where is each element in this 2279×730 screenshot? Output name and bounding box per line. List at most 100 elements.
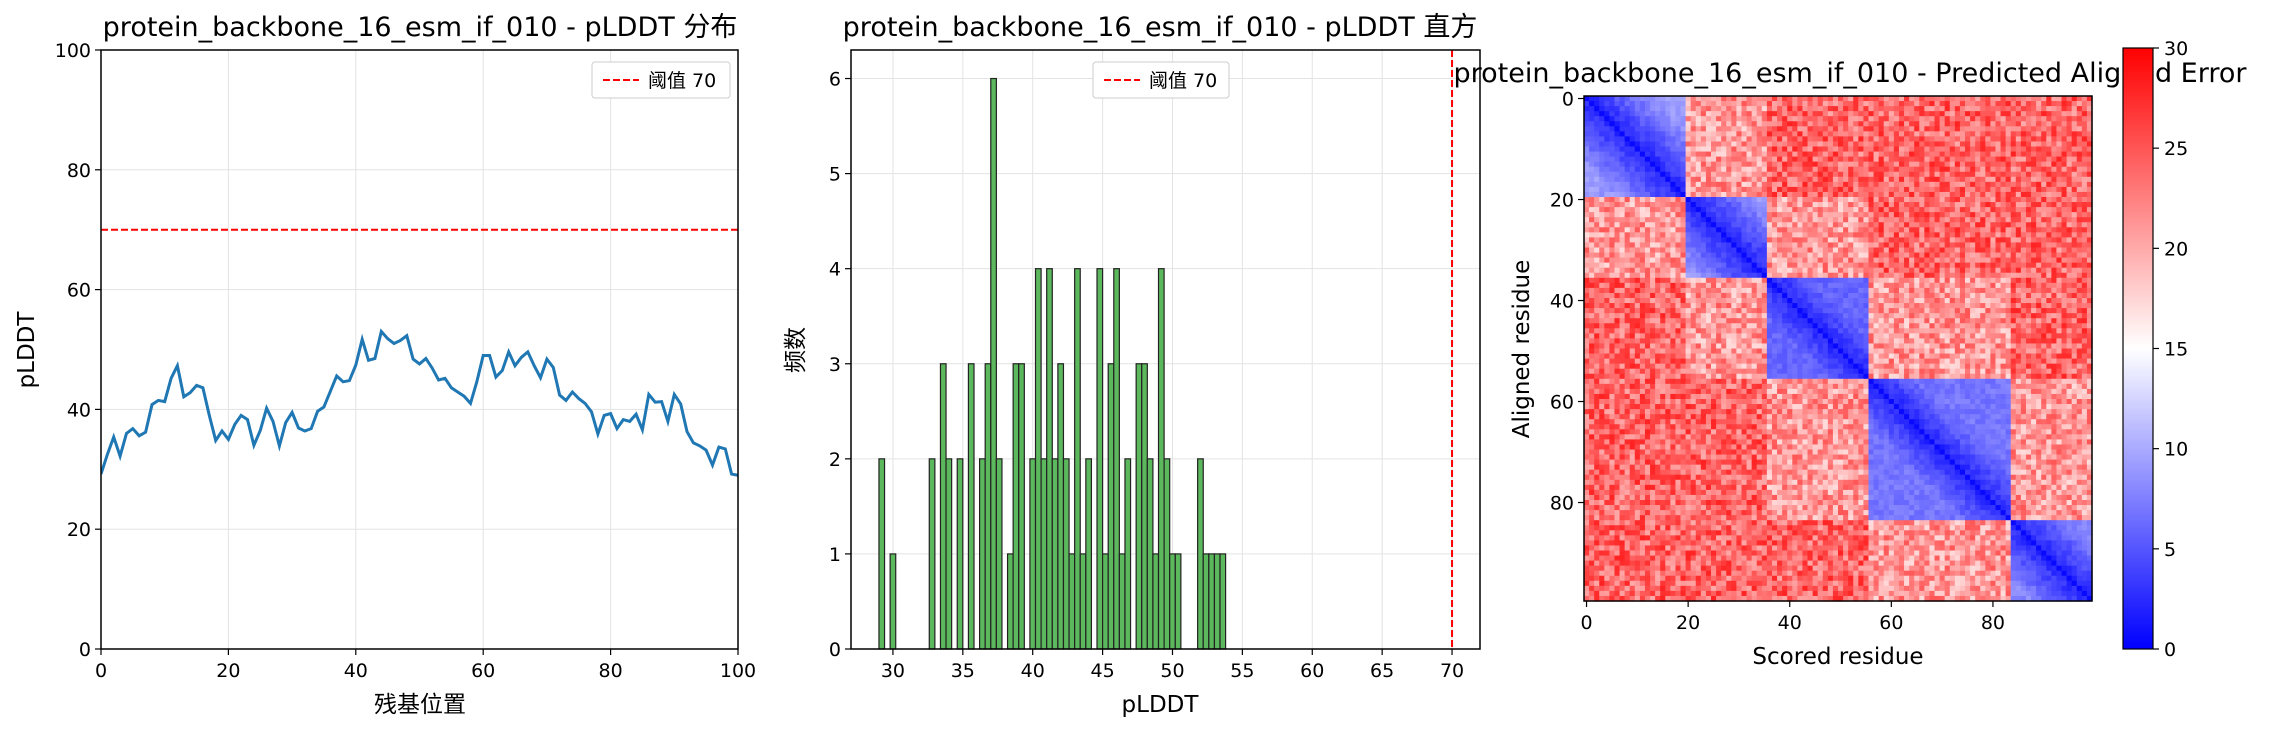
c3-cell bbox=[1827, 252, 1834, 259]
c3-cell bbox=[2086, 197, 2093, 203]
c3-cell bbox=[1700, 156, 1707, 163]
c3-cell bbox=[1848, 237, 1854, 244]
c3-cell bbox=[1878, 186, 1885, 193]
c3-cell bbox=[2056, 197, 2063, 203]
c3-cell bbox=[1939, 136, 1946, 143]
c3-cell bbox=[1812, 242, 1819, 249]
c3-cell bbox=[1589, 131, 1595, 137]
c3-cell bbox=[1690, 136, 1697, 143]
c3-cell bbox=[2051, 111, 2058, 117]
c3-cell bbox=[1619, 181, 1626, 188]
c3-cell bbox=[2041, 116, 2047, 122]
c3-cell bbox=[1832, 191, 1839, 198]
c3-cell bbox=[1888, 308, 1895, 314]
c3-cell bbox=[1756, 237, 1763, 244]
c3-cell bbox=[1690, 171, 1697, 178]
c3-cell bbox=[1812, 131, 1819, 137]
c2-ytick-label: 0 bbox=[829, 639, 841, 661]
c3-cell bbox=[1705, 308, 1712, 314]
c3-cell bbox=[1716, 146, 1722, 153]
c3-cell bbox=[2041, 272, 2047, 279]
c3-cell bbox=[1711, 262, 1717, 269]
c1-title: protein_backbone_16_esm_if_010 - pLDDT 分… bbox=[103, 12, 738, 43]
c3-cell bbox=[1629, 181, 1636, 188]
c3-cell bbox=[1812, 106, 1819, 112]
c3-cell bbox=[2005, 257, 2012, 264]
c3-cell bbox=[1594, 252, 1600, 259]
c3-cell bbox=[1919, 171, 1925, 178]
c3-cell bbox=[1919, 151, 1925, 158]
c3-cell bbox=[1614, 207, 1621, 213]
c3-cell bbox=[1904, 267, 1910, 274]
c3-cell bbox=[1680, 227, 1687, 233]
c2-bar bbox=[1219, 553, 1227, 650]
c3-cell bbox=[1665, 227, 1671, 233]
c3-cell bbox=[2066, 247, 2073, 254]
c3-cell bbox=[1680, 131, 1687, 137]
c3-cell bbox=[1848, 298, 1854, 304]
c3-cell bbox=[1736, 267, 1743, 274]
c3-cell bbox=[1756, 247, 1763, 254]
c3-cell bbox=[1848, 166, 1854, 173]
c3-cell bbox=[2071, 156, 2078, 163]
c3-cell bbox=[1680, 298, 1687, 304]
c3-cell bbox=[1832, 166, 1839, 173]
c3-cell bbox=[1766, 146, 1773, 153]
c3-cell bbox=[1985, 171, 1991, 178]
c3-cell bbox=[1924, 191, 1931, 198]
c3-cell bbox=[1680, 247, 1687, 254]
c3-cell bbox=[1909, 277, 1915, 284]
c3-cell bbox=[2086, 191, 2093, 198]
c3-cell bbox=[1934, 333, 1941, 339]
c3-cell bbox=[1883, 186, 1890, 193]
c3-cell bbox=[1939, 121, 1946, 127]
c3-cell bbox=[1792, 96, 1798, 102]
c3-cell bbox=[2020, 227, 2027, 233]
c3-cell bbox=[1838, 237, 1844, 244]
c3-cell bbox=[1838, 262, 1844, 269]
c3-cell bbox=[1766, 252, 1773, 259]
c3-cell bbox=[1990, 282, 1997, 289]
c3-cell bbox=[1848, 328, 1854, 334]
c3-cell bbox=[1980, 328, 1986, 334]
c3-cell bbox=[2036, 101, 2042, 107]
c3-cell bbox=[1827, 121, 1834, 127]
c3-cell bbox=[1848, 176, 1854, 183]
c3-cell bbox=[1980, 318, 1986, 324]
c3-cell bbox=[1721, 191, 1727, 198]
c3-cell bbox=[1888, 111, 1895, 117]
c3-cell bbox=[1954, 161, 1961, 168]
c2-bar bbox=[1040, 458, 1048, 650]
c3-cell bbox=[1680, 222, 1687, 228]
c3-cell bbox=[1934, 298, 1941, 304]
c3-cell bbox=[1736, 131, 1743, 137]
c3-cell bbox=[1888, 232, 1895, 238]
c3-cell bbox=[1614, 232, 1621, 238]
c3-cell bbox=[1716, 197, 1722, 203]
c3-cell bbox=[1827, 308, 1834, 314]
c3-cell bbox=[1863, 156, 1870, 163]
c3-cell bbox=[1711, 136, 1717, 143]
c3-cell bbox=[1655, 126, 1661, 132]
c3-cell bbox=[2015, 303, 2022, 309]
c3-cell bbox=[1878, 101, 1885, 107]
c3-cell bbox=[1614, 161, 1621, 168]
c3-cell bbox=[1594, 131, 1600, 137]
c3-cell bbox=[2041, 202, 2047, 208]
c3-cell bbox=[1731, 106, 1737, 112]
c3-cell bbox=[1731, 116, 1737, 122]
c3-cell bbox=[1777, 318, 1783, 324]
c3-cell bbox=[2066, 146, 2073, 153]
c3-cell bbox=[1726, 126, 1732, 132]
c3-cell bbox=[1802, 252, 1809, 259]
c3-cell bbox=[2071, 292, 2078, 299]
c3-cell bbox=[1939, 247, 1946, 254]
c3-cell bbox=[1655, 232, 1661, 238]
c3-cell bbox=[1655, 237, 1661, 244]
c3-cell bbox=[1929, 116, 1936, 122]
c3-cell bbox=[1726, 207, 1732, 213]
c3-cell bbox=[1604, 328, 1610, 334]
c3-cell bbox=[1761, 121, 1768, 127]
c3-cell bbox=[1858, 161, 1864, 168]
c3-cell bbox=[1746, 212, 1753, 218]
